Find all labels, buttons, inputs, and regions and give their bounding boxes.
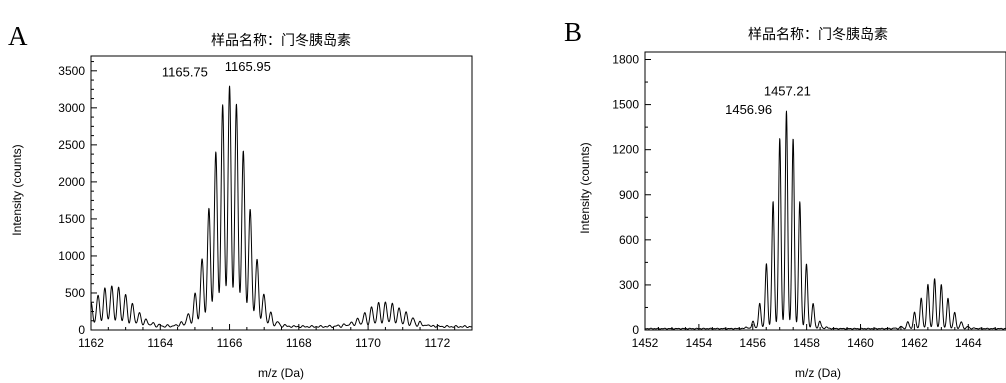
panel-b-x-label: m/z (Da) xyxy=(795,366,841,380)
spectrum-trace xyxy=(644,110,1006,330)
x-tick-label: 1454 xyxy=(686,336,713,350)
panel-a-x-label: m/z (Da) xyxy=(258,366,304,380)
x-tick-label: 1458 xyxy=(793,336,820,350)
panel-b-letter: B xyxy=(564,17,582,47)
x-tick-label: 1162 xyxy=(78,336,104,350)
x-tick-label: 1172 xyxy=(424,336,450,350)
panel-b: B 样品名称：门冬胰岛素 m/z (Da) Intensity (counts)… xyxy=(564,17,1006,380)
y-tick-label: 1500 xyxy=(58,212,85,226)
plot-frame xyxy=(90,55,473,331)
panel-b-plot: 1452 1454 1456 1458 1460 1462 1464 0 300 600 900 12… xyxy=(612,51,1006,350)
y-tick-label: 0 xyxy=(632,323,639,337)
y-tick-label: 3000 xyxy=(58,101,85,115)
panel-b-y-label: Intensity (counts) xyxy=(578,142,592,233)
y-tick-label: 2000 xyxy=(58,175,85,189)
x-tick-label: 1462 xyxy=(901,336,928,350)
y-tick-label: 2500 xyxy=(58,138,85,152)
x-tick-label: 1452 xyxy=(632,336,659,350)
x-tick-label: 1170 xyxy=(355,336,381,350)
x-tick-label: 1460 xyxy=(847,336,874,350)
y-tick-label: 1000 xyxy=(58,249,85,263)
y-tick-label: 300 xyxy=(619,278,639,292)
x-tick-label: 1168 xyxy=(286,336,312,350)
y-tick-label: 1800 xyxy=(612,53,639,67)
panel-a-plot: 1162 1164 1166 1168 1170 1172 0 500 1000 1500 2000… xyxy=(58,55,473,350)
x-tick-label: 1456 xyxy=(739,336,766,350)
panel-b-title: 样品名称：门冬胰岛素 xyxy=(748,27,888,43)
x-tick-label: 1166 xyxy=(217,336,243,350)
y-tick-label: 0 xyxy=(78,323,85,337)
y-tick-label: 600 xyxy=(619,233,639,247)
peak-annotation: 1165.95 xyxy=(225,59,271,74)
x-tick-label: 1464 xyxy=(955,336,982,350)
peak-annotation: 1456.96 xyxy=(725,102,772,117)
panel-a-title: 样品名称：门冬胰岛素 xyxy=(211,33,351,49)
y-tick-label: 3500 xyxy=(58,64,85,78)
panel-a-letter: A xyxy=(8,21,28,51)
y-tick-label: 1200 xyxy=(612,143,639,157)
y-tick-label: 500 xyxy=(65,286,85,300)
peak-annotation: 1457.21 xyxy=(764,84,811,99)
y-tick-label: 900 xyxy=(619,188,639,202)
plot-frame xyxy=(644,51,1006,331)
peak-annotation: 1165.75 xyxy=(162,65,208,80)
x-tick-label: 1164 xyxy=(147,336,173,350)
panel-a-y-label: Intensity (counts) xyxy=(10,144,24,235)
panel-a: A 样品名称：门冬胰岛素 m/z (Da) Intensity (counts)… xyxy=(8,21,473,380)
y-tick-label: 1500 xyxy=(612,98,639,112)
spectrum-trace xyxy=(90,85,473,329)
